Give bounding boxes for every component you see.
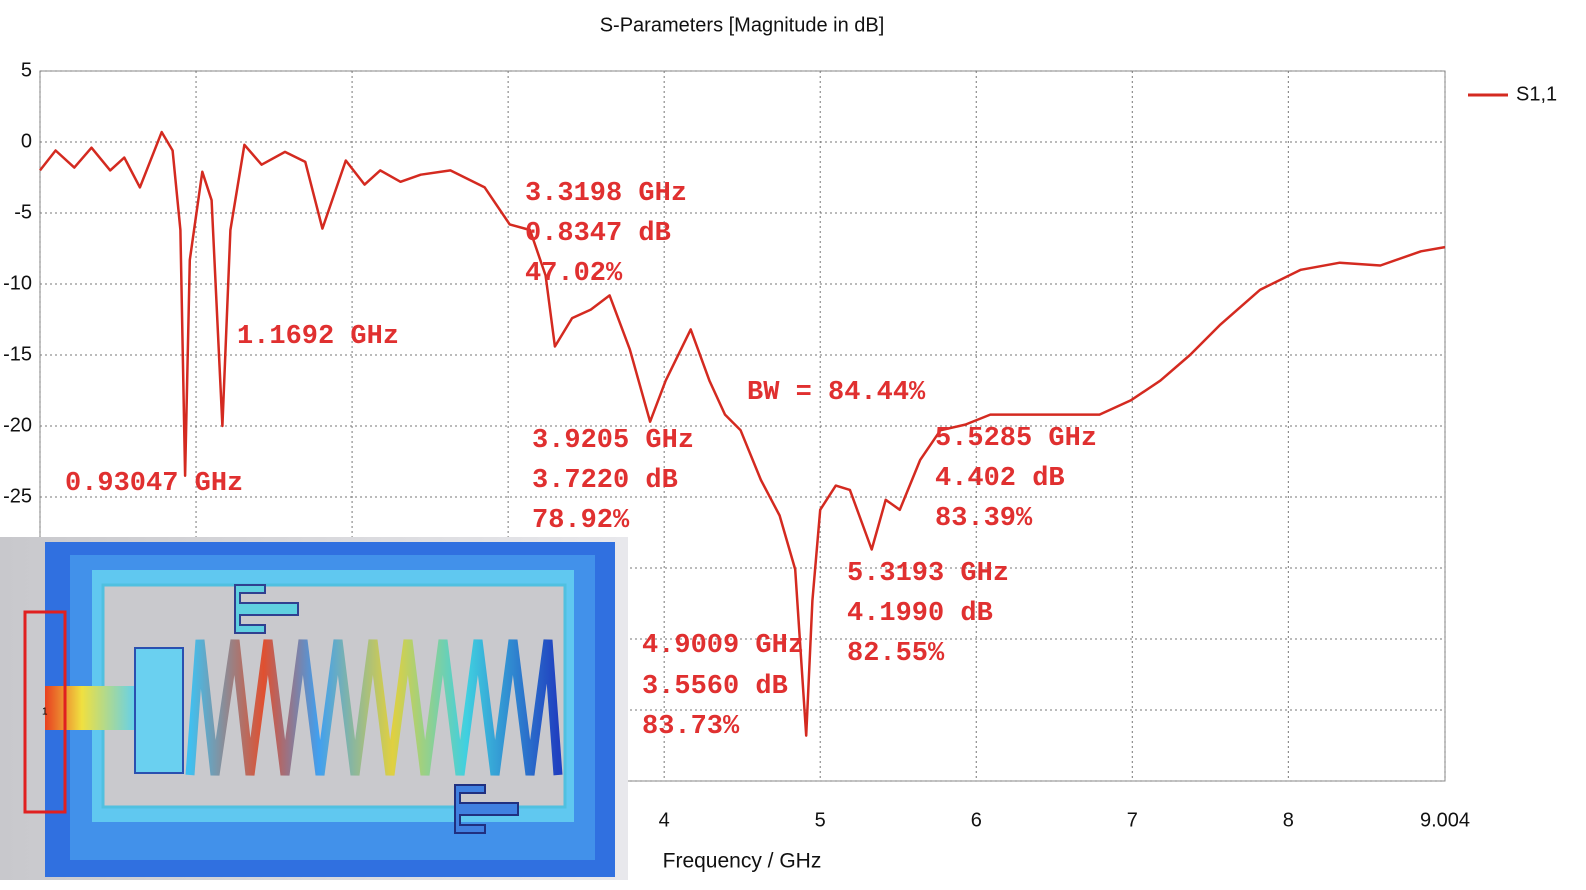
annotation: 83.73% (642, 712, 740, 742)
annotation: 1.1692 GHz (237, 322, 399, 352)
annotation: 82.55% (847, 639, 945, 669)
meander (185, 639, 563, 776)
x-tick-label: 4 (659, 809, 670, 831)
annotation: 0.8347 dB (525, 219, 671, 249)
feed-line (45, 686, 137, 730)
annotation: 4.9009 GHz (642, 631, 804, 661)
annotation: 78.92% (532, 506, 630, 536)
annotation: 5.3193 GHz (847, 559, 1009, 589)
annotation: 3.5560 dB (642, 672, 788, 702)
annotation: 5.5285 GHz (935, 424, 1097, 454)
x-tick-label: 5 (815, 809, 826, 831)
x-tick-label: 9.004 (1420, 809, 1470, 831)
annotation: 0.93047 GHz (65, 469, 243, 499)
plot-area: 50-5-10-15-20-25-30-35-40-450123456789.0… (3, 59, 1557, 831)
y-tick-label: -20 (3, 414, 32, 436)
port-label: 1 (42, 707, 48, 718)
stub (234, 584, 299, 634)
patch (134, 647, 184, 774)
x-tick-label: 8 (1283, 809, 1294, 831)
y-tick-label: -10 (3, 272, 32, 294)
data-line (39, 130, 1446, 737)
annotation: 3.9205 GHz (532, 426, 694, 456)
stub (454, 784, 519, 834)
y-tick-label: 0 (21, 130, 32, 152)
port-highlight (23, 610, 67, 814)
annotation: 47.02% (525, 259, 623, 289)
x-axis-label: Frequency / GHz (663, 850, 822, 873)
y-tick-label: -5 (14, 201, 32, 223)
annotation: 3.7220 dB (532, 466, 678, 496)
chart-title: S-Parameters [Magnitude in dB] (600, 14, 885, 36)
x-tick-label: 7 (1127, 809, 1138, 831)
inset-image: 1 (0, 537, 628, 880)
annotation: 4.402 dB (935, 464, 1065, 494)
y-tick-label: 5 (21, 59, 32, 81)
y-tick-label: -15 (3, 343, 32, 365)
annotation: 4.1990 dB (847, 599, 993, 629)
x-tick-label: 6 (971, 809, 982, 831)
y-tick-label: -25 (3, 485, 32, 507)
annotation: 83.39% (935, 504, 1033, 534)
annotation: BW = 84.44% (747, 378, 926, 408)
annotation: 3.3198 GHz (525, 179, 687, 209)
legend-label: S1,1 (1516, 83, 1557, 105)
